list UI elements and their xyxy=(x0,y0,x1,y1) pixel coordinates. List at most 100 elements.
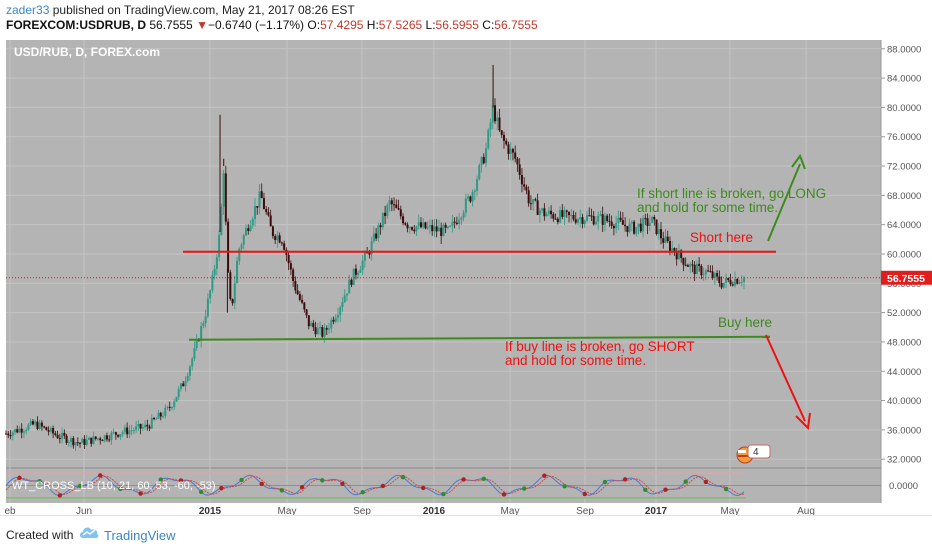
buy-line[interactable] xyxy=(188,335,771,341)
low-value: 56.5955 xyxy=(435,18,479,32)
candle-body xyxy=(482,157,485,164)
candle-body xyxy=(307,315,310,327)
candle-body xyxy=(61,432,64,439)
candle-body xyxy=(177,388,180,397)
candle-body xyxy=(642,218,645,232)
price-chart[interactable]: 88.0000 84.0000 80.0000 76.0000 72.0000 68.00… xyxy=(0,36,932,515)
events-badge[interactable] xyxy=(747,444,771,459)
candle-body xyxy=(159,412,162,417)
candle-body xyxy=(437,227,440,232)
candle-body xyxy=(162,416,165,418)
candle-body xyxy=(727,277,730,281)
x-tick-label: Jun xyxy=(76,506,92,515)
long-arrow xyxy=(767,163,801,242)
candle-body xyxy=(480,157,483,166)
candle-body xyxy=(594,221,597,225)
candle-body xyxy=(680,250,683,259)
candle-body xyxy=(716,273,719,277)
candle-body xyxy=(372,233,375,242)
candle-body xyxy=(424,222,427,229)
candle-body xyxy=(621,220,624,225)
candle-body xyxy=(606,215,609,221)
y-axis-ticks: 88.0000 84.0000 80.0000 76.0000 72.0000 68.00… xyxy=(881,44,921,466)
candle-body xyxy=(303,302,306,310)
symbol-name[interactable]: FOREXCOM:USDRUB, D xyxy=(6,18,146,32)
buy-here-label: Buy here xyxy=(718,315,772,330)
candle-body xyxy=(85,439,88,445)
candle-body xyxy=(137,424,140,427)
candle-body xyxy=(399,209,402,217)
candle-body xyxy=(20,428,23,433)
candle-body xyxy=(238,248,241,261)
short-note-line2: and hold for some time. xyxy=(505,353,646,368)
x-tick-label: Sep xyxy=(353,506,371,515)
candle-body xyxy=(310,322,313,327)
tradingview-cloud-icon[interactable] xyxy=(78,524,100,540)
candle-body xyxy=(262,198,265,210)
candle-body xyxy=(16,429,19,433)
candle-body xyxy=(442,224,445,237)
candle-body xyxy=(249,225,252,231)
candle-body xyxy=(460,217,463,220)
candle-body xyxy=(314,327,317,335)
candle-body xyxy=(561,210,564,217)
candle-body xyxy=(231,298,234,304)
candle-body xyxy=(435,226,438,232)
candle-body xyxy=(96,438,99,440)
cross-dot xyxy=(77,483,83,489)
cross-dot xyxy=(643,487,648,492)
candle-body xyxy=(568,211,571,216)
candle-body xyxy=(350,279,353,285)
candle-body xyxy=(283,243,286,250)
cross-dot xyxy=(683,479,688,484)
candle-body xyxy=(516,158,519,165)
x-tick-label: Sep xyxy=(576,506,594,515)
chart-title: USD/RUB, D, FOREX.com xyxy=(14,45,160,59)
tradingview-brand[interactable]: TradingView xyxy=(104,528,176,543)
candle-body xyxy=(341,302,344,308)
candle-body xyxy=(52,427,55,434)
y-tick-label: 40.0000 xyxy=(887,396,921,407)
candle-body xyxy=(648,222,651,226)
y-tick-label: 68.0000 xyxy=(887,191,921,202)
indicator-label: WT_CROSS_LB (10, 21, 60, 53, -60, -53) xyxy=(12,480,216,492)
candle-body xyxy=(103,435,106,441)
candle-body xyxy=(592,216,595,225)
candle-body xyxy=(433,226,436,232)
candle-body xyxy=(321,327,324,337)
candle-body xyxy=(485,148,488,164)
candle-body xyxy=(370,241,373,255)
candle-body xyxy=(639,223,642,232)
cross-dot xyxy=(118,486,123,492)
x-tick-label: May xyxy=(721,506,740,515)
y-tick-label: 76.0000 xyxy=(887,132,921,143)
candle-body xyxy=(615,222,618,229)
candle-body xyxy=(563,210,566,217)
candle-body xyxy=(215,257,218,269)
candle-body xyxy=(63,432,66,436)
candle-body xyxy=(87,437,90,440)
candle-body xyxy=(473,190,476,192)
candle-body xyxy=(426,226,429,229)
candle-body xyxy=(56,434,59,439)
candle-body xyxy=(494,105,497,122)
candle-body xyxy=(301,299,304,303)
candle-body xyxy=(541,208,544,211)
x-tick-label: May xyxy=(278,506,297,515)
candle-body xyxy=(319,327,322,329)
close-label: C: xyxy=(482,18,495,32)
candle-body xyxy=(404,223,407,225)
candle-body xyxy=(415,226,418,232)
candle-body xyxy=(211,275,214,291)
candle-body xyxy=(166,406,169,408)
candle-body xyxy=(653,216,656,220)
candle-body xyxy=(476,179,479,191)
author-link[interactable]: zader33 xyxy=(6,3,50,17)
candle-body xyxy=(657,229,660,235)
candle-body xyxy=(469,196,472,202)
candle-body xyxy=(534,199,537,201)
candle-body xyxy=(204,316,207,324)
candle-body xyxy=(577,219,580,223)
candle-body xyxy=(565,210,568,212)
candle-body xyxy=(500,130,503,135)
